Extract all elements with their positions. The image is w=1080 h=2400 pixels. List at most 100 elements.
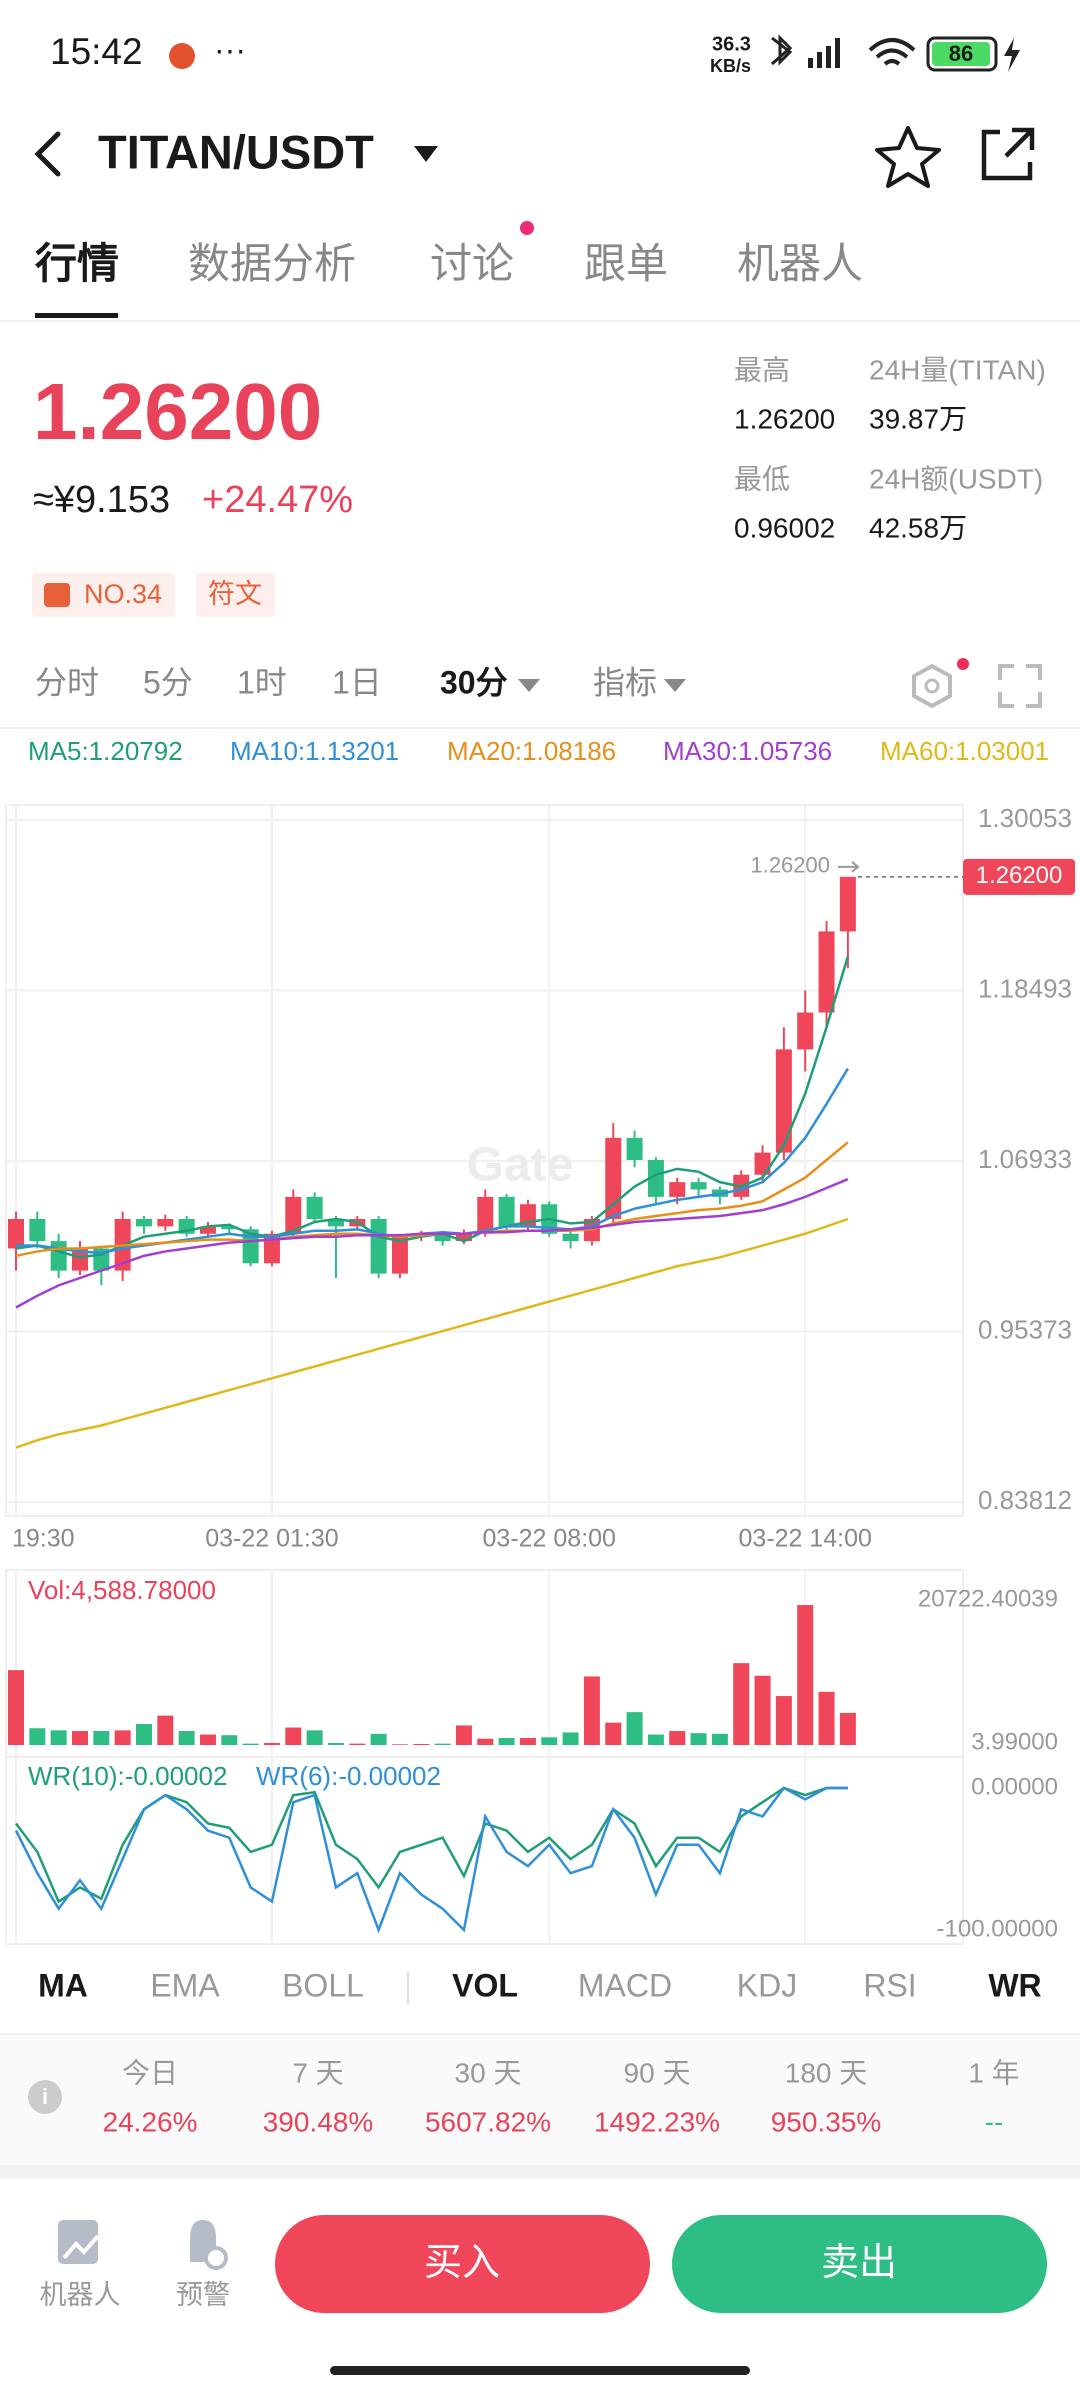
x-tick-label: 03-22 14:00 [738,1525,871,1553]
y-tick-label: 0.83812 [978,1485,1072,1515]
volume-bar [178,1731,195,1745]
candle-body [50,1241,67,1271]
volume-bar [541,1737,558,1745]
volume-bar [839,1712,856,1745]
volume-bar [327,1742,344,1745]
tag-badge[interactable] [196,573,275,617]
volume-bar [754,1675,771,1745]
interval[interactable]: 1日 [332,664,382,700]
return-period: 1 年 [968,2057,1019,2088]
candle-body [221,1226,238,1230]
return-value: 950.35% [771,2106,882,2137]
buy-button[interactable] [275,2215,650,2313]
ma-legend: MA60:1.03001 [880,736,1049,766]
tab[interactable]: 机器人 [737,240,863,287]
volume-bar [263,1742,280,1745]
bluetooth-icon [771,34,793,66]
wifi-icon [868,38,916,66]
y-tick-label: 0.00000 [971,1773,1058,1800]
volume-bar [349,1743,366,1745]
robot-icon-glyph [62,2234,100,2260]
return-value: 5607.82% [425,2106,551,2137]
volume-bar [93,1731,110,1745]
volume-bar [413,1743,430,1745]
interval[interactable]: 30分 [440,664,508,700]
y-tick-label: 3.99000 [971,1728,1058,1755]
ma-legend: MA10:1.13201 [230,736,399,766]
volume-bar [818,1691,835,1745]
volume-bar [71,1731,88,1745]
gap [0,2165,1080,2179]
volume-bar [711,1733,728,1745]
wr-line [14,1786,848,1934]
volume-bar [285,1727,302,1745]
interval[interactable]: 分时 [35,664,99,700]
candle-body [8,1218,24,1249]
settings-button[interactable] [912,663,952,709]
stat-label: 最低 [734,463,790,494]
stat-value: 0.96002 [734,512,835,543]
indicator-tab[interactable]: VOL [452,1967,518,2003]
info-glyph: i [42,2084,48,2109]
indicator-tab[interactable]: KDJ [737,1967,797,2003]
last-price: 1.26200 [33,367,322,456]
stat-value: 42.58万 [869,512,967,543]
battery-percent: 86 [949,41,973,66]
interval[interactable]: 5分 [143,664,193,700]
price-change: +24.47% [202,479,353,521]
volume-bar [221,1735,238,1745]
candle-body [285,1196,302,1234]
cny-price: ≈¥9.153 [33,479,170,521]
candle-body [199,1226,216,1234]
favorite-button[interactable] [875,126,941,188]
volume-bar [391,1744,408,1745]
tab[interactable]: 数据分析 [188,240,356,287]
indicator-tab[interactable]: EMA [150,1967,220,2003]
wr-panel [5,1756,964,1945]
alert-label[interactable]: 预警 [176,2280,230,2310]
fullscreen-button[interactable] [998,664,1042,708]
indicator-tab[interactable]: MACD [578,1967,672,2003]
interval[interactable]: 1时 [237,664,287,700]
info-icon[interactable] [28,2080,62,2114]
candle-body [562,1233,579,1242]
sell-button[interactable] [672,2215,1047,2313]
candle-body [690,1182,707,1190]
volume-bar [135,1724,152,1745]
pair-title[interactable]: TITAN/USDT [98,125,374,178]
tab[interactable]: 跟单 [584,240,668,287]
tab[interactable]: 行情 [35,240,119,287]
returns-row [0,2035,1080,2165]
volume-bar [29,1728,46,1745]
share-button[interactable] [981,127,1035,181]
candle-body [797,1012,814,1050]
wr-legend: WR(6):-0.00002 [256,1761,441,1791]
robot-label[interactable]: 机器人 [40,2280,121,2310]
indicator-tab[interactable]: RSI [863,1967,916,2003]
indicator-tab[interactable]: WR [988,1967,1041,2003]
tab[interactable]: 讨论 [430,240,514,287]
volume-bar [797,1605,814,1745]
dropdown-arrow [664,679,686,692]
volume-bar [498,1738,515,1745]
indicator-tab[interactable]: MA [38,1967,88,2003]
watermark: Gate [467,1139,574,1192]
y-tick-label: 20722.40039 [918,1585,1058,1612]
ma-line [15,956,850,1259]
alert-icon-gear [204,2246,228,2270]
candle-body [647,1160,664,1197]
stat-label: 最高 [734,354,790,385]
return-value: 1492.23% [594,2106,720,2137]
volume-bar [455,1725,472,1745]
candle-body [327,1218,344,1227]
volume-bar [306,1730,323,1745]
indicator-menu[interactable]: 指标 [593,664,657,700]
tab-underline [35,313,118,318]
back-button[interactable] [34,131,61,177]
indicator-tab[interactable]: BOLL [282,1967,364,2003]
volume-bar [583,1676,600,1745]
volume-bar [605,1722,622,1745]
pair-dropdown[interactable] [414,146,438,162]
return-value: 390.48% [263,2106,374,2137]
